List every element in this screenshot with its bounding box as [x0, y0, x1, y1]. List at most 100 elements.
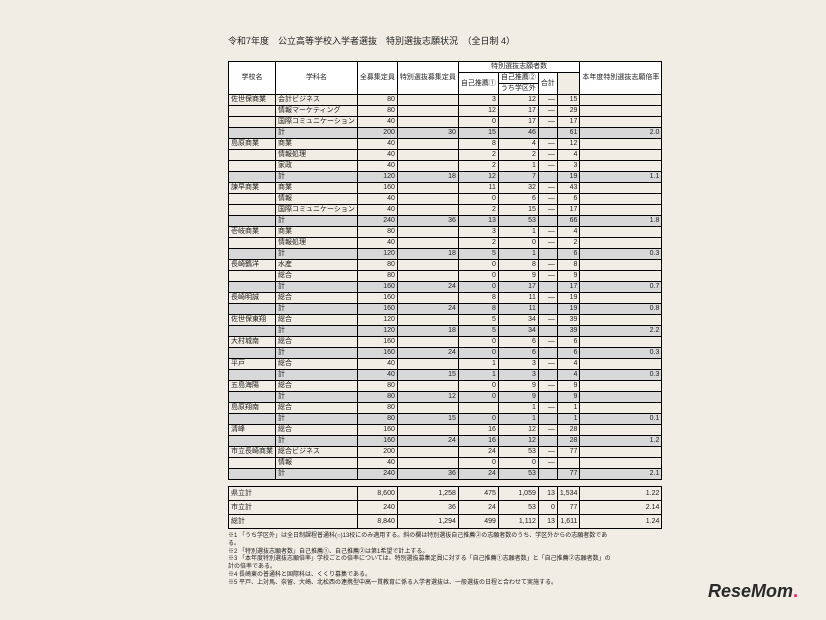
cell: 120	[357, 172, 397, 183]
footnote: ※1 「うち学区外」は全日制課程普通科(○)13校にのみ適用する。斜の欄は特別選…	[228, 533, 616, 549]
cell: 2.14	[580, 501, 662, 515]
cell	[229, 304, 276, 315]
cell: 1	[498, 414, 538, 425]
cell: 40	[357, 194, 397, 205]
cell: 43	[557, 183, 580, 194]
cell: 平戸	[229, 359, 276, 370]
table-row: 家政4021—3	[229, 161, 662, 172]
cell: 情報マーケティング	[276, 106, 358, 117]
cell: 24	[458, 469, 498, 480]
cell	[397, 271, 458, 282]
cell: 1	[458, 370, 498, 381]
cell: 80	[357, 260, 397, 271]
cell: 3	[458, 227, 498, 238]
cell: 島原商業	[229, 139, 276, 150]
cell: 6	[557, 194, 580, 205]
table-row: 計240362453772.1	[229, 469, 662, 480]
cell: 0	[458, 260, 498, 271]
cell: 499	[458, 515, 498, 529]
cell	[580, 150, 662, 161]
cell	[580, 359, 662, 370]
cell: 18	[397, 249, 458, 260]
cell	[229, 216, 276, 227]
th-special-capacity: 特別選抜募集定員	[397, 62, 458, 95]
cell: 66	[557, 216, 580, 227]
cell: 6	[498, 348, 538, 359]
cell: 24	[397, 304, 458, 315]
cell: 40	[357, 238, 397, 249]
table-row: 計16024811190.8	[229, 304, 662, 315]
cell: 40	[357, 458, 397, 469]
cell: 1.8	[580, 216, 662, 227]
cell: 4	[498, 139, 538, 150]
cell: 36	[397, 216, 458, 227]
cell: 53	[498, 447, 538, 458]
cell: 475	[458, 487, 498, 501]
cell	[397, 183, 458, 194]
cell: 0	[458, 458, 498, 469]
cell: 24	[397, 282, 458, 293]
cell: 61	[557, 128, 580, 139]
cell: 総合	[276, 271, 358, 282]
total-row: 市立計2403624530772.14	[229, 501, 662, 515]
th-capacity: 全募集定員	[357, 62, 397, 95]
cell: 総計	[229, 515, 358, 529]
cell: 13	[458, 216, 498, 227]
cell	[580, 315, 662, 326]
cell: 清峰	[229, 425, 276, 436]
cell: 16	[458, 436, 498, 447]
cell: 総合	[276, 359, 358, 370]
cell: 4	[557, 370, 580, 381]
table-row: 計12018534392.2	[229, 326, 662, 337]
cell	[229, 458, 276, 469]
cell: 0	[458, 348, 498, 359]
cell	[580, 425, 662, 436]
cell: 240	[357, 501, 397, 515]
cell: 240	[357, 469, 397, 480]
cell	[397, 161, 458, 172]
cell: 1.22	[580, 487, 662, 501]
cell: 2	[498, 150, 538, 161]
cell	[397, 403, 458, 414]
cell	[229, 370, 276, 381]
cell: 34	[498, 326, 538, 337]
totals-body: 県立計8,6001,2584751,059131,5341.22市立計24036…	[229, 487, 662, 529]
cell: 0	[458, 117, 498, 128]
cell	[538, 172, 557, 183]
cell: 36	[397, 501, 458, 515]
cell: 0.7	[580, 282, 662, 293]
cell: 2	[458, 205, 498, 216]
cell: 120	[357, 326, 397, 337]
cell: 五島海陽	[229, 381, 276, 392]
cell	[397, 238, 458, 249]
cell	[580, 293, 662, 304]
cell: 計	[276, 326, 358, 337]
table-row: 計160241612281.2	[229, 436, 662, 447]
cell: 5	[458, 249, 498, 260]
table-row: 計16024017170.7	[229, 282, 662, 293]
cell	[229, 326, 276, 337]
cell: 160	[357, 304, 397, 315]
table-row: 計12018127191.1	[229, 172, 662, 183]
cell: 6	[498, 337, 538, 348]
cell: 36	[397, 469, 458, 480]
cell: 9	[498, 381, 538, 392]
table-row: 大村城南総合16006—6	[229, 337, 662, 348]
cell: 2.1	[580, 469, 662, 480]
cell	[580, 194, 662, 205]
cell: 28	[557, 425, 580, 436]
cell: 総合	[276, 403, 358, 414]
table-row: 総合8009—9	[229, 271, 662, 282]
cell	[580, 95, 662, 106]
cell: 1,112	[498, 515, 538, 529]
table-row: 島原商業商業4084—12	[229, 139, 662, 150]
cell: 1.1	[580, 172, 662, 183]
cell	[229, 414, 276, 425]
cell	[229, 282, 276, 293]
cell: 5	[458, 326, 498, 337]
cell: 9	[498, 271, 538, 282]
cell: 国際コミュニケーション	[276, 205, 358, 216]
cell: 計	[276, 304, 358, 315]
cell	[580, 458, 662, 469]
cell: 商業	[276, 227, 358, 238]
